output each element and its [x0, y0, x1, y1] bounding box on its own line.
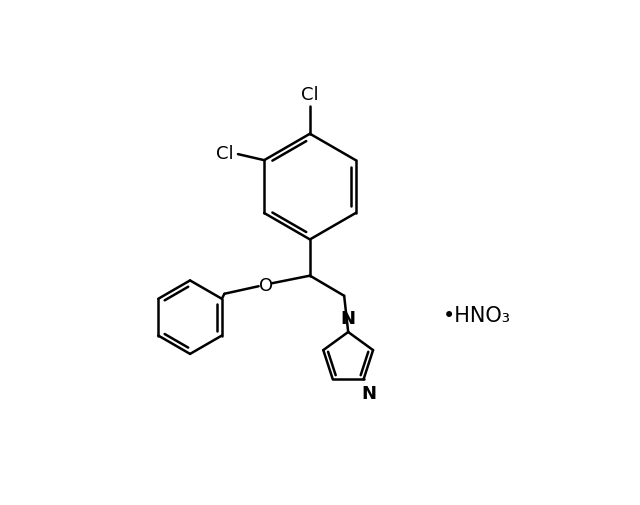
Text: N: N — [361, 385, 376, 402]
Text: N: N — [340, 310, 356, 327]
Text: O: O — [259, 276, 273, 294]
Text: Cl: Cl — [301, 85, 319, 104]
Text: Cl: Cl — [216, 144, 234, 162]
Text: •HNO₃: •HNO₃ — [444, 306, 511, 325]
